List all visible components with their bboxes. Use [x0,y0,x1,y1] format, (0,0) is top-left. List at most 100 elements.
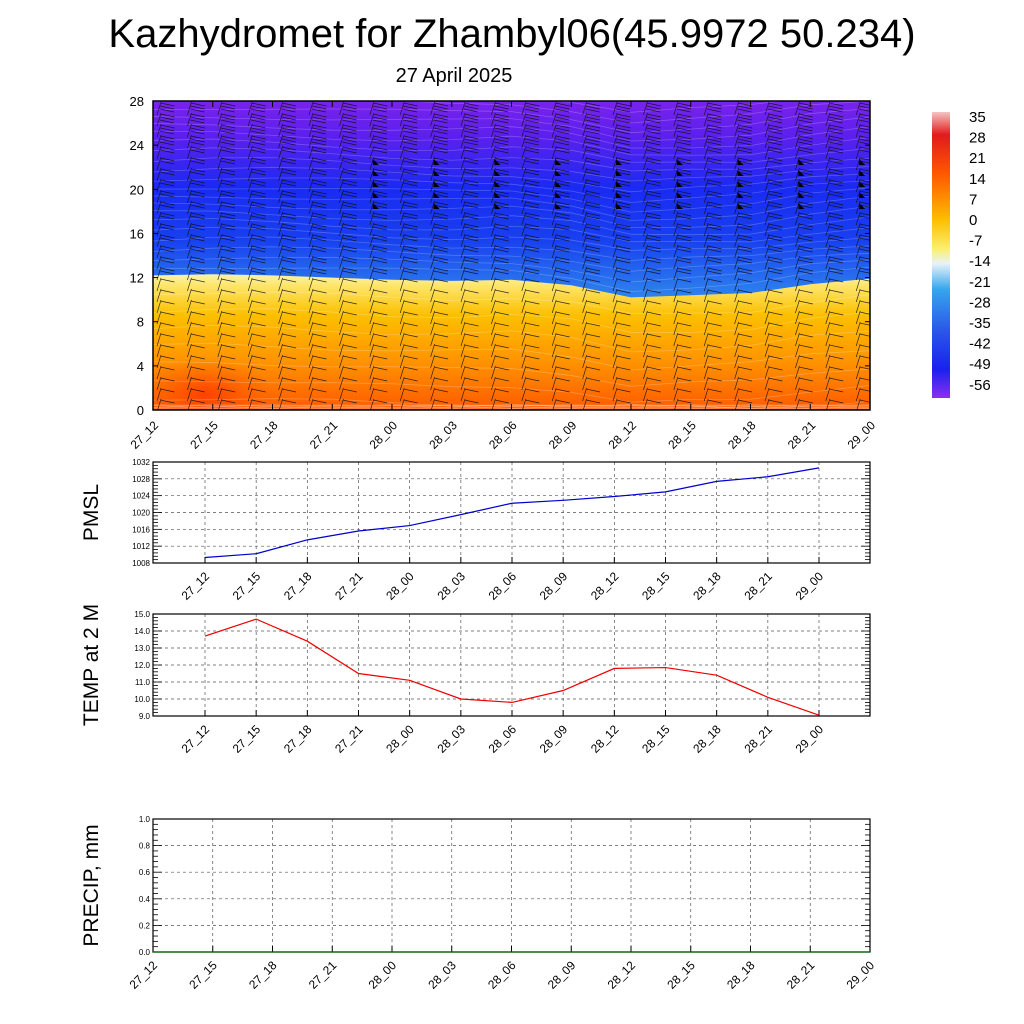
wind-barb [217,266,236,281]
y-tick-label: 0.4 [139,895,151,904]
wind-barb [825,123,844,138]
wind-barb [247,255,266,270]
wind-barb-pennant [798,192,805,198]
wind-barb [521,101,540,116]
wind-barb [703,255,722,270]
wind-barb [217,145,236,160]
wind-barb [764,244,783,259]
wind-barb [491,233,509,248]
wind-barb [855,134,870,149]
wind-barb [825,277,844,292]
wind-barb [612,365,631,380]
wind-barb [521,189,540,204]
x-tick-label: 27_21 [307,418,341,452]
wind-barb [521,134,540,149]
wind-barb [582,343,601,358]
wind-barb [399,123,418,138]
wind-barb [673,167,692,182]
wind-barb [582,222,601,237]
wind-barb-pennant [433,203,440,209]
wind-barb [430,332,449,347]
wind-barb [703,134,722,149]
wind-barb [308,266,327,281]
wind-barb [156,277,175,292]
wind-barb [247,134,266,149]
wind-barb [582,178,601,193]
wind-barb [703,145,722,160]
wind-barb [855,156,870,171]
wind-barb [217,277,236,292]
wind-barb [217,376,236,391]
x-tick-label: 28_00 [366,958,400,992]
wind-barb [673,299,692,314]
wind-barb [460,343,479,358]
wind-barb [612,101,631,116]
wind-barb [339,387,357,402]
wind-barb-pennant [737,159,744,165]
wind-barb [156,156,175,171]
wind-barb-pennant [494,170,501,176]
wind-barb [339,178,357,193]
wind-barb [308,255,327,270]
colorbar-label: -28 [969,294,991,311]
wind-barb-pennant [616,181,622,187]
wind-barb [339,244,357,259]
y-tick-label: 1.0 [139,815,151,824]
wind-barb [734,123,753,138]
wind-barb [521,365,540,380]
wind-barb [399,255,418,270]
wind-barb [795,365,813,380]
wind-barb [187,145,205,160]
wind-barb [399,310,418,325]
wind-barb [825,387,844,402]
wind-barb [491,343,509,358]
wind-barb [430,255,449,270]
isotherm-line [153,116,870,142]
precip-panel: 0.0 0.2 0.4 0.6 0.8 1.0 27_12 27_15 27_18 27_21 28… [80,815,877,992]
wind-barb [339,321,357,336]
wind-barb [430,101,449,116]
wind-barb [703,189,722,204]
wind-barb [825,112,844,127]
wind-barb [339,112,357,127]
wind-barb [825,288,844,303]
wind-barb [825,376,844,391]
x-tick-label: 28_15 [639,569,673,603]
wind-barb [764,134,783,149]
wind-barb [521,222,540,237]
x-tick-label: 28_06 [486,418,520,452]
x-tick-label: 27_21 [332,569,366,603]
wind-barb [855,167,870,182]
wind-barb [339,365,357,380]
wind-barb [460,277,479,292]
wind-barb [643,321,661,336]
wind-barb [187,321,205,336]
wind-barb [430,376,449,391]
wind-barb [643,222,661,237]
wind-barb [703,354,722,369]
wind-barb [673,134,692,149]
wind-barb [308,112,327,127]
wind-barb-pennant [555,203,562,209]
wind-barb [187,112,205,127]
wind-barb [156,123,175,138]
wind-barb [308,376,327,391]
wind-barb [247,189,266,204]
wind-barb [339,189,357,204]
wind-barb [278,134,297,149]
x-tick-label: 28_12 [588,722,622,756]
wind-barb [217,222,236,237]
x-tick-label: 29_00 [844,958,878,992]
wind-barb [308,365,327,380]
wind-barb [612,343,631,358]
wind-barb [308,244,327,259]
page-title: Kazhydromet for Zhambyl06(45.9972 50.234… [108,12,916,56]
wind-barb [703,211,722,226]
wind-barb [460,178,479,193]
wind-barb [582,255,601,270]
wind-barb-pennant [676,203,683,209]
wind-barb [247,299,266,314]
x-tick-label: 28_00 [383,722,417,756]
wind-barb [551,299,570,314]
wind-barb [217,387,236,402]
